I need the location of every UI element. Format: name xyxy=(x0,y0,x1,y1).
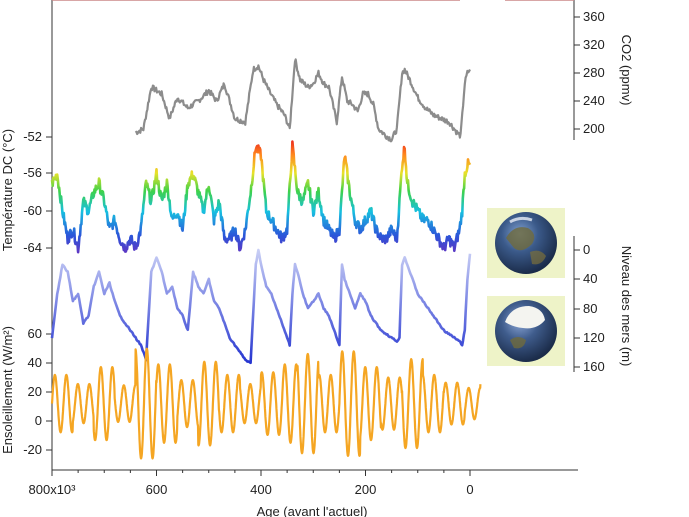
insolation-tick-label: 0 xyxy=(35,413,42,428)
sea-level-series-line xyxy=(50,248,472,365)
sea_level-tick-label: 120 xyxy=(583,330,605,345)
co2-tick-label: 320 xyxy=(583,37,605,52)
insolation-tick-label: 40 xyxy=(28,355,42,370)
insolation-tick-label: 60 xyxy=(28,326,42,341)
earth-glacial-icon xyxy=(487,296,565,366)
co2-series-line xyxy=(134,58,471,143)
x-tick-label: 400 xyxy=(250,482,272,497)
x-tick-label: 800x10³ xyxy=(29,482,77,497)
sea_level-tick-label: 0 xyxy=(583,242,590,257)
x-tick-label: 600 xyxy=(146,482,168,497)
tick-layer: 800x10³ 600 400 200 0200240280320360-52-56-6… xyxy=(23,9,605,497)
sea_level-tick-label: 160 xyxy=(583,359,605,374)
x-tick-label: 200 xyxy=(355,482,377,497)
co2-tick-label: 360 xyxy=(583,9,605,24)
temperature-tick-label: -64 xyxy=(23,240,42,255)
insolation-tick-label: 20 xyxy=(28,384,42,399)
insolation-series-line xyxy=(50,347,482,460)
series-layer xyxy=(50,58,482,460)
x-axis-title: Age (avant l'actuel) xyxy=(257,504,368,517)
x-tick-label: 0 xyxy=(466,482,473,497)
sea_level-tick-label: 40 xyxy=(583,271,597,286)
temperature-tick-label: -56 xyxy=(23,165,42,180)
earth-interglacial-icon xyxy=(487,208,565,278)
insolation-axis-title: Ensoleillement (W/m²) xyxy=(0,326,15,454)
co2-axis-title: CO2 (ppmv) xyxy=(619,35,634,106)
sea-level-axis-title: Niveau des mers (m) xyxy=(619,246,634,367)
temperature-tick-label: -60 xyxy=(23,203,42,218)
sea_level-tick-label: 80 xyxy=(583,301,597,316)
insolation-tick-label: -20 xyxy=(23,442,42,457)
temperature-tick-label: -52 xyxy=(23,129,42,144)
temperature-axis-title: Température DC (°C) xyxy=(0,129,15,251)
temperature-series-line xyxy=(50,140,472,254)
co2-tick-label: 240 xyxy=(583,93,605,108)
co2-tick-label: 280 xyxy=(583,65,605,80)
co2-tick-label: 200 xyxy=(583,121,605,136)
